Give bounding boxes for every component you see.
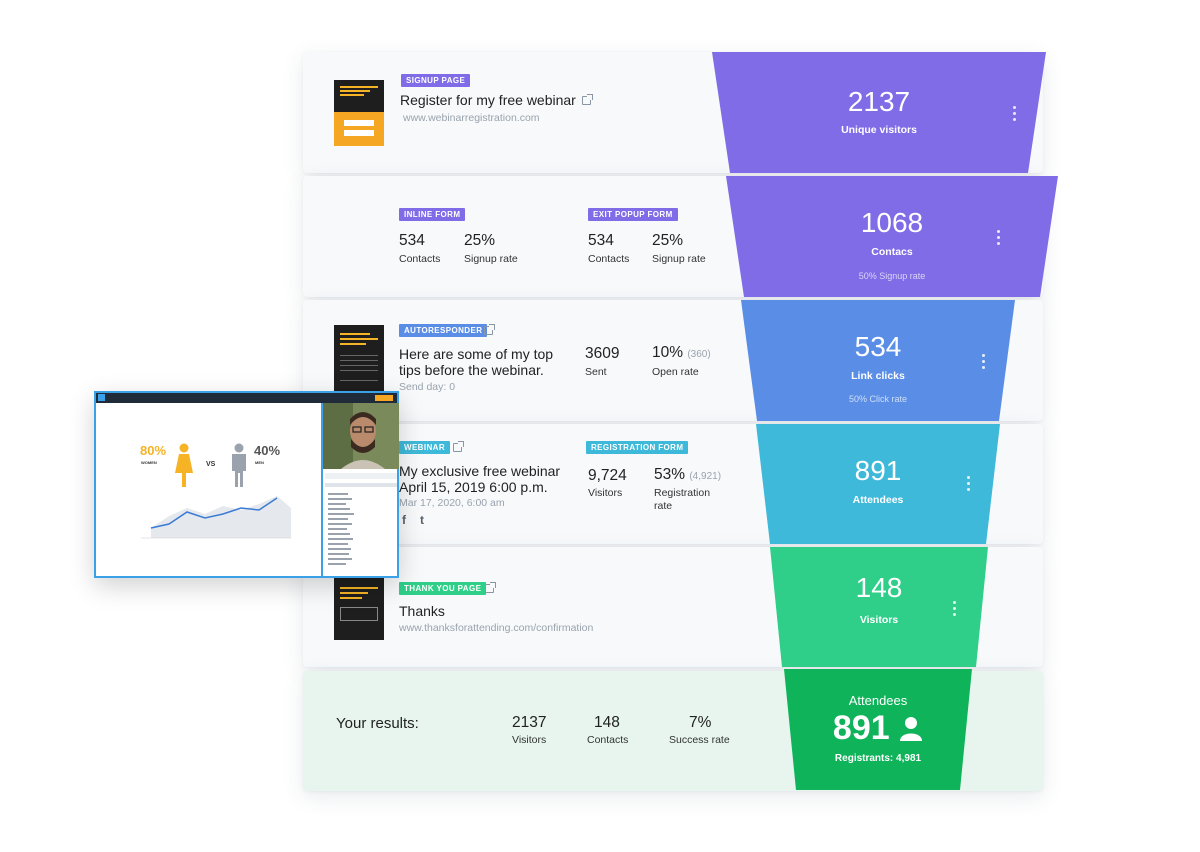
- signup-page-title[interactable]: Register for my free webinar: [400, 92, 576, 108]
- autoresponder-send-day: Send day: 0: [399, 381, 456, 393]
- funnel-shape: [741, 300, 1015, 421]
- thank-you-thumbnail: [334, 577, 384, 640]
- preview-line-chart: [141, 496, 291, 539]
- thank-you-visitors-value: 148: [855, 572, 903, 603]
- contacts-value: 1068: [860, 207, 924, 238]
- final-attendees-title: Attendees: [848, 693, 908, 708]
- exit-form-rate-label: Signup rate: [652, 253, 706, 265]
- twitter-icon[interactable]: t: [420, 513, 424, 527]
- unique-visitors-label: Unique visitors: [841, 124, 917, 136]
- unique-visitors-value: 2137: [847, 86, 911, 117]
- kebab-menu-icon[interactable]: [1013, 106, 1017, 124]
- webinar-registration-rate-label-2: rate: [654, 500, 673, 512]
- final-registrants: Registrants: 4,981: [834, 753, 922, 764]
- external-link-icon[interactable]: [484, 324, 495, 335]
- facebook-icon[interactable]: f: [402, 513, 406, 527]
- webinar-visitors-label: Visitors: [588, 487, 623, 499]
- external-link-icon[interactable]: [582, 94, 593, 105]
- autoresponder-sent: 3609: [585, 345, 620, 362]
- autoresponder-sent-label: Sent: [585, 366, 607, 378]
- webinar-tag: WEBINAR: [399, 441, 451, 454]
- link-clicks-value: 534: [854, 331, 902, 362]
- webinar-date: Mar 17, 2020, 6:00 am: [399, 497, 505, 509]
- signup-page-tag: SIGNUP PAGE: [401, 74, 471, 87]
- attendees-label: Attendees: [852, 494, 904, 506]
- registration-form-tag: REGISTRATION FORM: [586, 441, 689, 454]
- external-link-icon[interactable]: [485, 582, 496, 593]
- signup-page-thumbnail: [334, 80, 384, 146]
- link-clicks-rate: 50% Click rate: [848, 394, 908, 404]
- exit-form-contacts-label: Contacts: [588, 253, 630, 265]
- autoresponder-open-rate-label: Open rate: [652, 366, 699, 378]
- video-controls[interactable]: [325, 473, 397, 479]
- link-clicks-label: Link clicks: [851, 370, 905, 382]
- presenter-video: [323, 403, 399, 469]
- final-attendees-value: 891: [784, 709, 972, 748]
- kebab-menu-icon[interactable]: [953, 601, 957, 619]
- autoresponder-thumbnail: [334, 325, 384, 393]
- inline-form-rate: 25%: [464, 232, 496, 249]
- kebab-menu-icon[interactable]: [967, 476, 971, 494]
- signup-page-url: www.webinarregistration.com: [403, 112, 540, 124]
- contacts-label: Contacs: [871, 246, 913, 258]
- autoresponder-title-line1: Here are some of my top: [399, 346, 554, 362]
- funnel-shape: [784, 669, 972, 790]
- user-icon: [900, 717, 923, 741]
- thank-you-tag: THANK YOU PAGE: [399, 582, 487, 595]
- webinar-visitors: 9,724: [588, 467, 627, 484]
- autoresponder-open-rate: 10% (360): [652, 344, 711, 361]
- chat-header: [325, 483, 397, 487]
- exit-form-contacts: 534: [588, 232, 614, 249]
- funnel-step-attendees[interactable]: 891 Attendees: [756, 424, 1000, 544]
- thank-you-title: Thanks: [399, 603, 445, 619]
- results-contacts-label: Contacts: [587, 734, 629, 746]
- inline-form-contacts: 534: [399, 232, 425, 249]
- funnel-step-thank-you-visitors[interactable]: 148 Visitors: [770, 547, 988, 667]
- inline-form-contacts-label: Contacts: [399, 253, 441, 265]
- results-contacts: 148: [594, 714, 620, 731]
- funnel-step-unique-visitors[interactable]: 2137 Unique visitors: [712, 52, 1046, 173]
- attendees-value: 891: [854, 455, 902, 486]
- results-success-rate-label: Success rate: [669, 734, 730, 746]
- funnel-step-link-clicks[interactable]: 534 Link clicks 50% Click rate: [741, 300, 1015, 421]
- webinar-registration-rate: 53% (4,921): [654, 466, 722, 483]
- webinar-leave-button[interactable]: [375, 395, 393, 401]
- women-percentage: 80%: [140, 443, 167, 458]
- kebab-menu-icon[interactable]: [997, 230, 1001, 248]
- thank-you-visitors-label: Visitors: [859, 614, 899, 626]
- vs-label: VS: [206, 461, 216, 468]
- exit-form-rate: 25%: [652, 232, 684, 249]
- funnel-shape: [756, 424, 1000, 544]
- man-figure-icon: [232, 443, 246, 487]
- results-success-rate: 7%: [689, 714, 712, 731]
- results-label: Your results:: [336, 715, 419, 732]
- funnel-shape: [726, 176, 1058, 297]
- external-link-icon[interactable]: [453, 441, 464, 452]
- autoresponder-tag: AUTORESPONDER: [399, 324, 488, 337]
- inline-form-tag: INLINE FORM: [399, 208, 466, 221]
- contacts-signup-rate: 50% Signup rate: [858, 271, 926, 281]
- men-percentage: 40%: [254, 443, 281, 458]
- app-logo: [98, 394, 105, 401]
- thank-you-url: www.thanksforattending.com/confirmation: [399, 622, 594, 634]
- webinar-title-line1: My exclusive free webinar: [399, 463, 561, 479]
- funnel-step-final-attendees[interactable]: Attendees 891 Registrants: 4,981: [784, 669, 972, 790]
- kebab-menu-icon[interactable]: [982, 354, 986, 372]
- autoresponder-title-line2: tips before the webinar.: [399, 362, 544, 378]
- funnel-step-contacts[interactable]: 1068 Contacs 50% Signup rate: [726, 176, 1058, 297]
- exit-popup-form-tag: EXIT POPUP FORM: [588, 208, 678, 221]
- results-visitors: 2137: [512, 714, 547, 731]
- webinar-title-line2: April 15, 2019 6:00 p.m.: [399, 479, 548, 495]
- results-visitors-label: Visitors: [512, 734, 547, 746]
- webinar-toolbar: [96, 393, 397, 403]
- inline-form-rate-label: Signup rate: [464, 253, 518, 265]
- funnel-shape: [712, 52, 1046, 173]
- men-label: MEN: [255, 460, 264, 465]
- women-label: WOMEN: [141, 460, 157, 465]
- funnel-shape: [770, 547, 988, 667]
- webinar-registration-rate-label-1: Registration: [654, 487, 711, 499]
- webinar-room-preview[interactable]: 80% WOMEN VS 40% MEN: [94, 391, 399, 578]
- woman-figure-icon: [175, 443, 193, 487]
